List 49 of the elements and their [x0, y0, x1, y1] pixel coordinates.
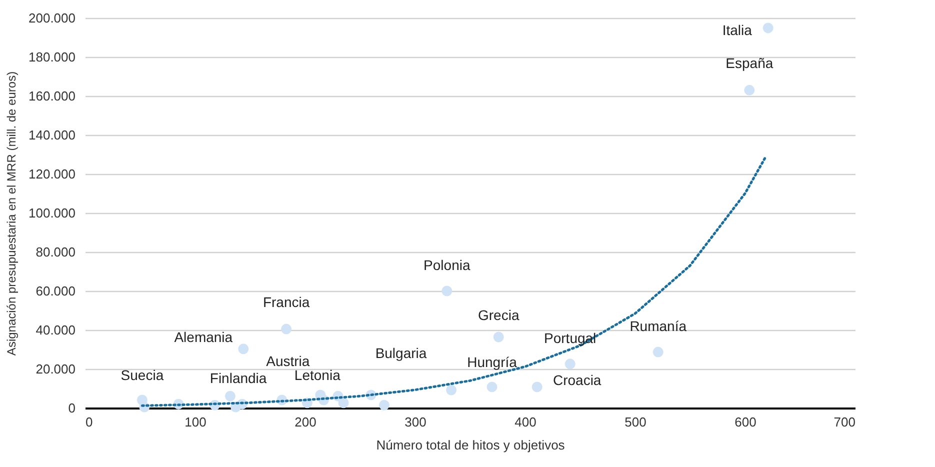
x-tick-label: 0 — [86, 414, 93, 430]
point — [744, 84, 755, 96]
y-tick-label: 180.000 — [28, 50, 76, 64]
y-axis-title: Asignación presupuestaria en el MRR (mill. de euros) — [4, 71, 19, 356]
x-tick-label: 200 — [294, 414, 316, 430]
y-tick-label: 200.000 — [28, 10, 76, 26]
point — [762, 22, 774, 34]
y-tick-label: 120.000 — [28, 166, 76, 182]
annotation: Croacia — [552, 372, 602, 388]
point — [652, 346, 664, 358]
annotation: Hungría — [467, 354, 518, 370]
point — [564, 358, 576, 370]
annotation: España — [726, 55, 774, 72]
annotation: Austria — [266, 353, 310, 370]
y-tick-label: 80.000 — [36, 244, 76, 260]
point — [281, 324, 292, 334]
annotation: Polonia — [424, 257, 470, 273]
y-tick-label: 140.000 — [28, 128, 76, 142]
y-tick-label: 40.000 — [36, 322, 76, 338]
annotation: Finlandia — [210, 370, 267, 386]
annotation: Francia — [262, 294, 310, 310]
point — [486, 382, 498, 392]
x-tick-label: 400 — [514, 414, 536, 430]
y-tick-label: 20.000 — [36, 362, 76, 376]
x-tick-label: 500 — [624, 414, 646, 430]
y-tick-label: 160.000 — [28, 88, 76, 104]
y-tick-label: 0 — [68, 400, 76, 416]
x-tick-label: 700 — [834, 414, 856, 430]
point — [224, 390, 236, 402]
annotation: Rumanía — [630, 318, 687, 334]
y-tick-label: 100.000 — [28, 206, 76, 220]
point — [378, 400, 390, 410]
point — [532, 382, 542, 392]
x-tick-label: 100 — [184, 414, 206, 430]
annotation: Alemania — [174, 328, 233, 345]
point — [338, 398, 349, 408]
point — [238, 344, 249, 354]
x-tick-label: 600 — [734, 414, 756, 430]
annotation: Grecia — [478, 307, 520, 324]
x-tick-label: 300 — [404, 414, 426, 430]
y-tick-label: 60.000 — [36, 284, 76, 298]
point — [493, 332, 504, 342]
x-axis-title: Número total de hitos y objetivos — [376, 438, 566, 452]
point — [442, 286, 452, 296]
point — [446, 384, 457, 396]
annotation: Italia — [722, 22, 752, 38]
annotation: Letonia — [294, 366, 341, 383]
annotation: Bulgaria — [375, 344, 427, 361]
annotation: Suecia — [120, 367, 164, 384]
